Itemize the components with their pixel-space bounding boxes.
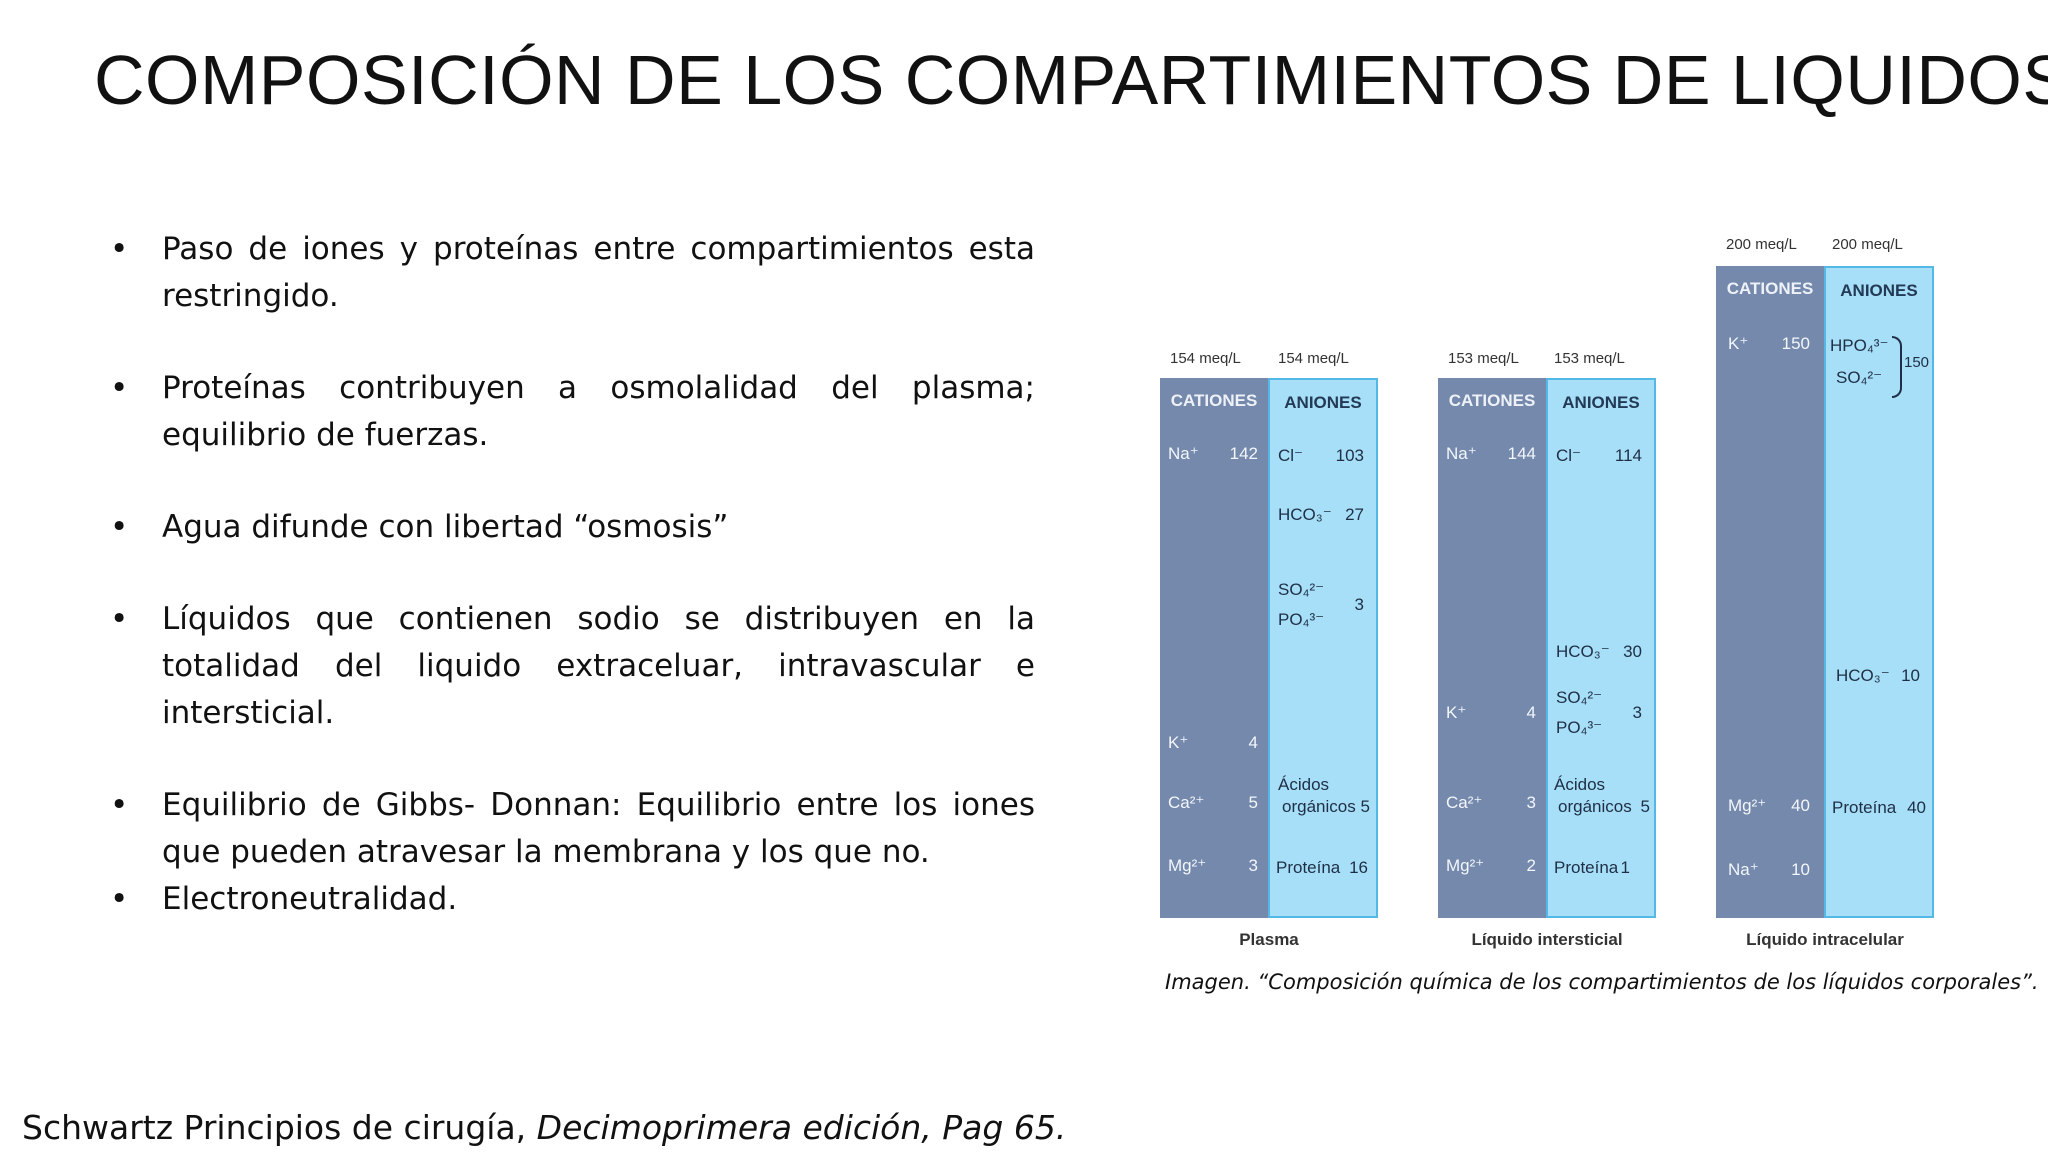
interstitial-anion-total: 153 meq/L: [1554, 350, 1625, 367]
ion-value: 150: [1904, 354, 1930, 371]
ion-label: HCO₃⁻: [1556, 642, 1610, 661]
bullet-list: Paso de iones y proteínas entre comparti…: [110, 226, 1035, 923]
ion-label: Ácidos: [1278, 775, 1330, 794]
composition-figure: 154 meq/L 154 meq/L CATIONES Na⁺ 142 K⁺ …: [1120, 220, 1960, 960]
ion-value: 30: [1623, 642, 1642, 661]
ion-value: 4: [1248, 733, 1258, 752]
ion-label: Proteína: [1276, 858, 1341, 877]
ion-label: K⁺: [1446, 703, 1467, 722]
cations-header: CATIONES: [1716, 266, 1824, 312]
ion-label: Mg²⁺: [1168, 856, 1207, 875]
ion-label: HPO₄³⁻: [1830, 336, 1889, 355]
ion-label: Proteína: [1832, 798, 1897, 817]
plasma-cations-column: CATIONES Na⁺ 142 K⁺ 4 Ca²⁺ 5 Mg²⁺ 3: [1160, 378, 1268, 918]
ion-value: 2: [1526, 856, 1536, 875]
ion-label: Ca²⁺: [1168, 793, 1205, 812]
ion-label: SO₄²⁻: [1836, 368, 1883, 387]
ion-value: 3: [1354, 595, 1364, 614]
interstitial-label: Líquido intersticial: [1471, 930, 1623, 949]
anions-header: ANIONES: [1284, 393, 1362, 412]
bullet-item: Equilibrio de Gibbs- Donnan: Equilibrio …: [110, 782, 1035, 876]
figure-caption: Imagen. “Composición química de los comp…: [1165, 970, 2039, 994]
ion-value: 10: [1791, 860, 1810, 879]
ion-label: Ca²⁺: [1446, 793, 1483, 812]
ion-label: Cl⁻: [1556, 446, 1582, 465]
plasma-anion-total: 154 meq/L: [1278, 350, 1349, 367]
source-citation: Schwartz Principios de cirugía, Decimopr…: [22, 1108, 1066, 1147]
ion-value: 5: [1360, 797, 1370, 816]
ion-label: Mg²⁺: [1446, 856, 1485, 875]
ion-value: 10: [1901, 666, 1920, 685]
ion-label: orgánicos: [1558, 797, 1632, 816]
ion-label: Cl⁻: [1278, 446, 1304, 465]
anions-header: ANIONES: [1840, 281, 1918, 300]
bullet-item: Electroneutralidad.: [110, 876, 1035, 923]
intracellular-anion-total: 200 meq/L: [1832, 236, 1903, 253]
source-edition: Decimoprimera edición, Pag 65.: [536, 1108, 1067, 1147]
ion-label: PO₄³⁻: [1556, 718, 1603, 737]
ion-label: Mg²⁺: [1728, 796, 1767, 815]
plasma-anions-column: ANIONES Cl⁻ 103 HCO₃⁻ 27 SO₄²⁻ PO₄³⁻ 3 Á…: [1268, 378, 1378, 918]
ion-value: 144: [1507, 444, 1536, 463]
ion-label: HCO₃⁻: [1278, 505, 1332, 524]
cations-header: CATIONES: [1438, 378, 1546, 424]
intracellular-label: Líquido intracelular: [1746, 930, 1904, 949]
anions-header: ANIONES: [1562, 393, 1640, 412]
ion-label: K⁺: [1168, 733, 1189, 752]
ion-value: 3: [1526, 793, 1536, 812]
interstitial-cation-total: 153 meq/L: [1448, 350, 1519, 367]
ion-value: 1: [1620, 858, 1630, 877]
ion-label: SO₄²⁻: [1278, 580, 1325, 599]
ion-value: 114: [1614, 446, 1642, 465]
ion-label: K⁺: [1728, 334, 1749, 353]
ion-label: Na⁺: [1168, 444, 1199, 463]
ion-label: Na⁺: [1728, 860, 1759, 879]
ion-value: 5: [1640, 797, 1650, 816]
bullet-item: Paso de iones y proteínas entre comparti…: [110, 226, 1035, 320]
interstitial-anions-column: ANIONES Cl⁻ 114 HCO₃⁻ 30 SO₄²⁻ PO₄³⁻ 3 Á…: [1546, 378, 1656, 918]
ion-label: HCO₃⁻: [1836, 666, 1890, 685]
intracellular-anions-column: ANIONES HPO₄³⁻ SO₄²⁻ 150 HCO₃⁻ 10 Proteí…: [1824, 266, 1934, 918]
ion-value: 40: [1907, 798, 1926, 817]
intracellular-cation-total: 200 meq/L: [1726, 236, 1797, 253]
ion-value: 4: [1526, 703, 1536, 722]
ion-label: SO₄²⁻: [1556, 688, 1603, 707]
cations-header: CATIONES: [1160, 378, 1268, 424]
ion-value: 16: [1349, 858, 1368, 877]
bullet-item: Proteínas contribuyen a osmolalidad del …: [110, 365, 1035, 459]
ion-label: PO₄³⁻: [1278, 610, 1325, 629]
ion-value: 150: [1781, 334, 1810, 353]
ion-label: Proteína: [1554, 858, 1619, 877]
bullet-item: Líquidos que contienen sodio se distribu…: [110, 596, 1035, 737]
source-text: Schwartz Principios de cirugía,: [22, 1108, 537, 1147]
bullet-item: Agua difunde con libertad “osmosis”: [110, 504, 1035, 551]
ion-value: 3: [1248, 856, 1258, 875]
interstitial-cations-column: CATIONES Na⁺ 144 K⁺ 4 Ca²⁺ 3 Mg²⁺ 2: [1438, 378, 1546, 918]
plasma-cation-total: 154 meq/L: [1170, 350, 1241, 367]
ion-value: 27: [1345, 505, 1364, 524]
ion-value: 3: [1632, 703, 1642, 722]
plasma-label: Plasma: [1239, 930, 1299, 949]
ion-label: orgánicos: [1282, 797, 1356, 816]
ion-label: Ácidos: [1554, 775, 1606, 794]
intracellular-cations-column: CATIONES K⁺ 150 Mg²⁺ 40 Na⁺ 10: [1716, 266, 1824, 918]
ion-value: 103: [1335, 446, 1364, 465]
ion-value: 40: [1791, 796, 1810, 815]
slide-title: COMPOSICIÓN DE LOS COMPARTIMIENTOS DE LI…: [94, 41, 2048, 119]
ion-label: Na⁺: [1446, 444, 1477, 463]
ion-value: 142: [1229, 444, 1258, 463]
brace-icon: [1892, 336, 1902, 398]
ion-value: 5: [1248, 793, 1258, 812]
